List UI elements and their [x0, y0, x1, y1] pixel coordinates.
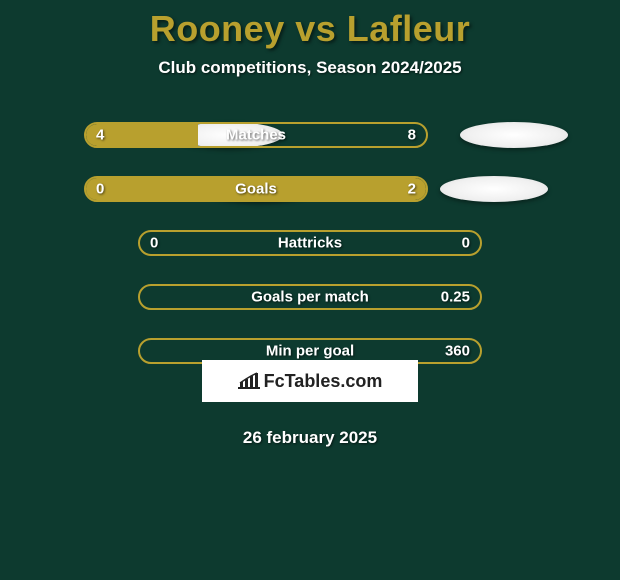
player-marker-right [460, 122, 568, 148]
chart-icon [238, 372, 260, 390]
stat-row: 0 0 Hattricks [0, 230, 620, 256]
stat-left-value: 0 [96, 181, 104, 198]
stat-row: 4 8 Matches [0, 122, 620, 148]
stat-right-value: 8 [408, 127, 416, 144]
stat-row: 0.25 Goals per match [0, 284, 620, 310]
stat-left-value: 0 [150, 235, 158, 252]
stat-right-value: 2 [408, 181, 416, 198]
stat-label: Goals per match [251, 289, 369, 306]
stat-right-value: 360 [445, 343, 470, 360]
comparison-subtitle: Club competitions, Season 2024/2025 [0, 58, 620, 78]
stat-bar: 4 8 Matches [84, 122, 428, 148]
comparison-date: 26 february 2025 [0, 428, 620, 448]
stat-bar: 0 2 Goals [84, 176, 428, 202]
player-marker-right [440, 176, 548, 202]
stat-left-value: 4 [96, 127, 104, 144]
stat-row: 0 2 Goals [0, 176, 620, 202]
stat-label: Goals [235, 181, 277, 198]
rows-mount: 4 8 Matches 0 2 Goals 0 0 Hattricks 0.25 Goals per… [0, 122, 620, 392]
logo-text: FcTables.com [264, 371, 383, 392]
stat-right-value: 0.25 [441, 289, 470, 306]
stat-right-value: 0 [462, 235, 470, 252]
stat-label: Matches [226, 127, 286, 144]
comparison-title: Rooney vs Lafleur [0, 0, 620, 50]
stat-bar: 0 0 Hattricks [138, 230, 482, 256]
stat-bar: 0.25 Goals per match [138, 284, 482, 310]
stat-label: Min per goal [266, 343, 354, 360]
fctables-logo: FcTables.com [202, 360, 418, 402]
stat-label: Hattricks [278, 235, 342, 252]
